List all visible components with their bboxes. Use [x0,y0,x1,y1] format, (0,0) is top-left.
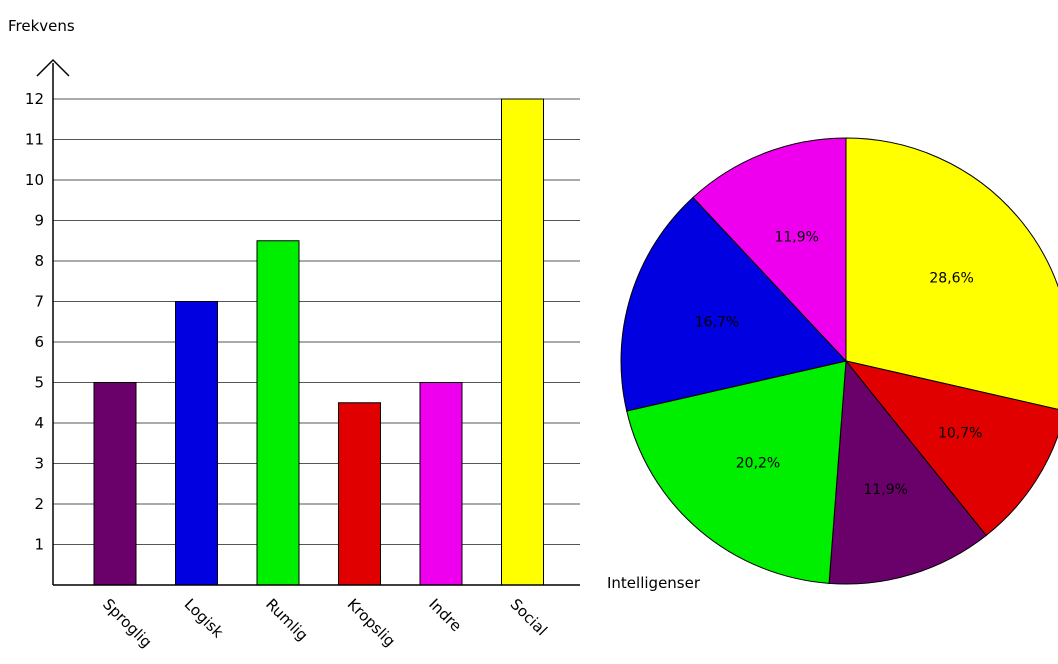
axes [36,58,580,586]
x-category-labels: Sproglig Logisk Rumlig Kropslig Indre Social [99,595,551,651]
pie-slice-social [845,137,1058,410]
x-tick-label: Rumlig [262,595,311,644]
y-tick-label: 1 [34,536,44,554]
y-tick-label: 9 [34,212,44,230]
bar-sproglig [93,382,137,586]
x-tick-label: Social [507,595,551,639]
pie-slice-label: 11,9% [774,229,818,245]
x-tick-label: Kropslig [344,595,399,650]
bar-kropslig [338,402,381,586]
pie-slice-label: 16,7% [695,315,739,331]
pie-slice-logisk [620,196,847,412]
bar-series [93,98,544,586]
y-tick-label: 6 [34,333,44,351]
y-tick-label: 10 [25,171,44,189]
y-tick-label: 8 [34,252,44,270]
bar-indre [419,382,463,586]
y-axis-title: Frekvens [8,17,75,35]
pie-slice-sproglig [828,359,987,585]
pie-labels: 28,6% 10,7% 11,9% 20,2% 16,7% 11,9% [695,229,983,497]
bar-logisk [175,301,218,586]
bar-rumlig [256,240,300,586]
y-tick-label: 7 [34,293,44,311]
gridlines [53,98,580,545]
y-tick-label: 5 [34,374,44,392]
x-tick-label: Sproglig [99,595,155,651]
pie-slice-label: 20,2% [736,455,780,471]
y-tick-label: 2 [34,495,44,513]
y-tick-label: 11 [25,131,44,149]
y-tick-label: 12 [25,90,44,108]
pie-chart [620,137,1058,585]
pie-slice-label: 10,7% [938,425,982,441]
pie-slice-label: 11,9% [863,482,907,498]
pie-slice-kropslig [844,360,1058,537]
pie-slice-indre [692,137,847,363]
pie-slice-label: 28,6% [929,271,973,287]
y-tick-label: 3 [34,455,44,473]
y-axis-arrow [36,58,70,77]
x-tick-label: Indre [425,595,465,635]
x-tick-label: Logisk [181,595,228,642]
pie-slice-rumlig [626,360,847,584]
x-axis-title: Intelligenser [607,574,701,592]
y-tick-label: 4 [34,414,44,432]
bar-social [501,98,544,586]
